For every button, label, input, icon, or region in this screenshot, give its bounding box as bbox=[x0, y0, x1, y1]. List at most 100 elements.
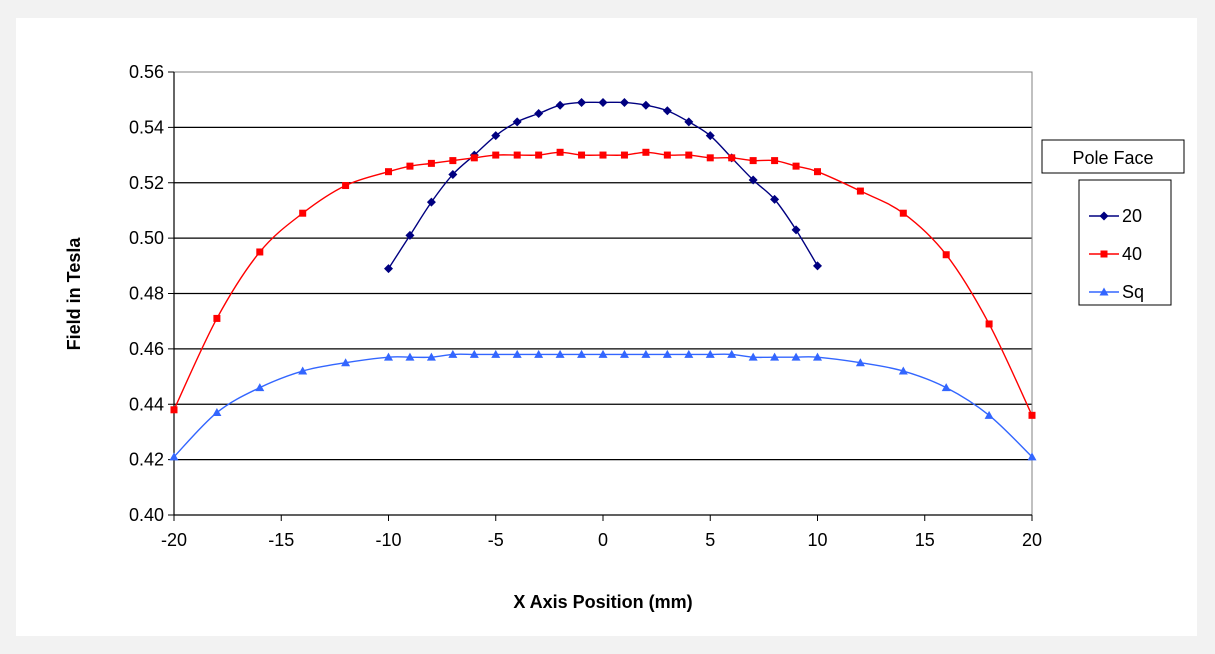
data-point bbox=[899, 209, 907, 217]
legend-label: 20 bbox=[1122, 206, 1142, 226]
data-point bbox=[427, 159, 435, 167]
data-point bbox=[641, 100, 651, 110]
data-point bbox=[813, 261, 822, 271]
data-point bbox=[513, 151, 521, 159]
gridlines bbox=[174, 126, 1032, 461]
data-point bbox=[791, 225, 801, 235]
data-point bbox=[662, 349, 672, 358]
data-point bbox=[705, 131, 715, 141]
data-point bbox=[341, 358, 351, 367]
y-tick-label: 0.48 bbox=[129, 284, 164, 304]
data-point bbox=[856, 187, 864, 195]
data-point bbox=[662, 106, 672, 116]
y-tick-label: 0.54 bbox=[129, 117, 164, 137]
data-point bbox=[898, 366, 908, 375]
data-point bbox=[470, 154, 478, 162]
series-Sq bbox=[169, 349, 1037, 461]
y-tick-label: 0.46 bbox=[129, 339, 164, 359]
data-point bbox=[449, 157, 457, 165]
data-point bbox=[1027, 452, 1037, 461]
data-point bbox=[814, 168, 821, 176]
data-point bbox=[706, 154, 714, 162]
x-tick-label: 0 bbox=[598, 530, 608, 550]
data-point bbox=[728, 154, 736, 162]
data-point bbox=[985, 320, 993, 328]
data-point bbox=[426, 197, 436, 207]
data-point bbox=[256, 248, 264, 256]
legend-item-Sq: Sq bbox=[1089, 282, 1144, 302]
x-tick-label: -5 bbox=[488, 530, 504, 550]
data-point bbox=[619, 349, 629, 358]
data-point bbox=[534, 109, 544, 119]
data-point bbox=[342, 182, 350, 190]
data-point bbox=[770, 352, 780, 361]
data-point bbox=[405, 230, 415, 240]
legend-label: Sq bbox=[1122, 282, 1144, 302]
x-axis-title: X Axis Position (mm) bbox=[513, 592, 692, 612]
data-point bbox=[727, 349, 737, 358]
series-line bbox=[173, 151, 1033, 416]
data-point bbox=[577, 97, 587, 107]
data-point bbox=[577, 349, 587, 358]
legend-title: Pole Face bbox=[1072, 148, 1153, 168]
data-point bbox=[771, 157, 779, 165]
data-point bbox=[298, 366, 308, 375]
data-point bbox=[792, 162, 800, 170]
data-point bbox=[405, 352, 415, 361]
data-point bbox=[641, 349, 651, 358]
legend-label: 40 bbox=[1122, 244, 1142, 264]
x-tick-label: 15 bbox=[915, 530, 935, 550]
data-point bbox=[599, 151, 607, 159]
data-point bbox=[791, 352, 801, 361]
y-tick-label: 0.56 bbox=[129, 62, 164, 82]
data-point bbox=[749, 157, 757, 165]
data-point bbox=[535, 151, 543, 159]
chart-frame: 0.40 0.42 0.44 0.46 0.48 0.50 0.52 0.54 0.56 -20 -… bbox=[16, 18, 1197, 636]
y-tick-label: 0.42 bbox=[129, 450, 164, 470]
y-axis-title: Field in Tesla bbox=[64, 237, 84, 351]
y-tick-label: 0.50 bbox=[129, 228, 164, 248]
data-point bbox=[748, 175, 758, 185]
data-point bbox=[448, 349, 458, 358]
data-point bbox=[663, 151, 671, 159]
x-tick-label: 10 bbox=[807, 530, 827, 550]
legend-item-40: 40 bbox=[1089, 244, 1142, 264]
data-point bbox=[384, 352, 393, 361]
data-point bbox=[469, 349, 479, 358]
legend-marker bbox=[1099, 211, 1109, 221]
data-point bbox=[512, 117, 522, 127]
data-point bbox=[598, 349, 608, 358]
x-tick-label: -15 bbox=[268, 530, 294, 550]
data-point bbox=[556, 148, 564, 156]
data-point bbox=[578, 151, 586, 159]
y-tick-label: 0.52 bbox=[129, 173, 164, 193]
data-point bbox=[942, 251, 950, 259]
data-point bbox=[748, 352, 758, 361]
data-point bbox=[642, 148, 650, 156]
line-chart: 0.40 0.42 0.44 0.46 0.48 0.50 0.52 0.54 0.56 -20 -… bbox=[64, 62, 1185, 612]
data-point bbox=[426, 352, 436, 361]
legend-marker bbox=[1100, 250, 1108, 258]
data-point bbox=[813, 352, 822, 361]
legend-marker bbox=[1099, 287, 1109, 296]
x-tick-label: -20 bbox=[161, 530, 187, 550]
data-point bbox=[491, 349, 501, 358]
data-point bbox=[492, 151, 500, 159]
data-point bbox=[299, 209, 307, 217]
data-point bbox=[685, 151, 693, 159]
data-point bbox=[770, 194, 780, 204]
data-point bbox=[212, 408, 222, 417]
data-point bbox=[406, 162, 414, 170]
series-40 bbox=[170, 148, 1036, 419]
data-point bbox=[620, 151, 628, 159]
data-point bbox=[491, 131, 501, 141]
x-tick-label: -10 bbox=[375, 530, 401, 550]
data-point bbox=[855, 358, 865, 367]
data-point bbox=[555, 100, 565, 110]
series-20 bbox=[384, 97, 822, 274]
x-tick-label: 5 bbox=[705, 530, 715, 550]
legend-items: 20 40 Sq bbox=[1089, 206, 1144, 302]
data-point bbox=[598, 97, 608, 107]
data-point bbox=[1028, 411, 1036, 419]
legend-item-20: 20 bbox=[1089, 206, 1142, 226]
